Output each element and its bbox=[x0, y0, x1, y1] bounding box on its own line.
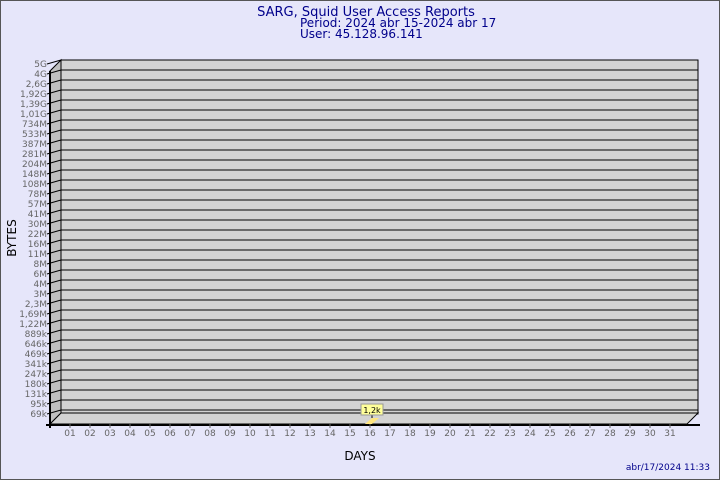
y-tick-label: 41M bbox=[28, 210, 47, 220]
y-tick-label: 533M bbox=[22, 130, 47, 140]
y-tick-label: 30M bbox=[28, 220, 47, 230]
x-tick-label: 28 bbox=[604, 429, 616, 439]
x-tick-label: 29 bbox=[624, 429, 636, 439]
x-tick-label: 19 bbox=[424, 429, 436, 439]
y-tick-label: 148M bbox=[22, 170, 47, 180]
y-tick-label: 5G bbox=[34, 60, 47, 70]
data-label-box bbox=[360, 403, 384, 416]
y-tick-label: 131k bbox=[25, 390, 48, 400]
bar-day-16 bbox=[365, 418, 379, 424]
chart-user: User: 45.128.96.141 bbox=[300, 27, 423, 41]
y-tick-label: 95k bbox=[30, 400, 47, 410]
y-tick-label: 3M bbox=[34, 290, 48, 300]
y-tick-label: 4M bbox=[34, 280, 48, 290]
x-tick-label: 06 bbox=[164, 429, 176, 439]
x-tick-label: 08 bbox=[204, 429, 216, 439]
y-tick-label: 469k bbox=[25, 350, 48, 360]
x-tick-label: 14 bbox=[324, 429, 336, 439]
x-tick-label: 30 bbox=[644, 429, 656, 439]
chart-period: Period: 2024 abr 15-2024 abr 17 bbox=[300, 16, 496, 30]
chart-title: SARG, Squid User Access Reports bbox=[257, 5, 475, 20]
x-tick-label: 07 bbox=[184, 429, 195, 439]
x-tick-label: 01 bbox=[64, 429, 75, 439]
y-tick bbox=[46, 59, 62, 65]
y-tick-label: 78M bbox=[28, 190, 47, 200]
x-tick-label: 11 bbox=[264, 429, 275, 439]
x-tick-label: 20 bbox=[444, 429, 456, 439]
x-tick-label: 05 bbox=[144, 429, 155, 439]
x-tick-label: 18 bbox=[404, 429, 416, 439]
y-tick-label: 1,01G bbox=[20, 110, 47, 120]
x-tick-label: 25 bbox=[544, 429, 555, 439]
y-tick-label: 16M bbox=[28, 240, 47, 250]
y-tick-label: 69k bbox=[30, 410, 47, 420]
x-tick-label: 12 bbox=[284, 429, 295, 439]
y-tick-label: 247k bbox=[25, 370, 48, 380]
y-tick-label: 889k bbox=[25, 330, 48, 340]
x-tick-label: 10 bbox=[244, 429, 256, 439]
x-axis-label: DAYS bbox=[344, 449, 375, 463]
y-tick-label: 1,39G bbox=[20, 100, 47, 110]
x-tick-label: 23 bbox=[504, 429, 515, 439]
x-tick-label: 15 bbox=[344, 429, 355, 439]
data-label: 1,2k bbox=[363, 406, 381, 415]
y-tick-label: 281M bbox=[22, 150, 47, 160]
y-tick-label: 341k bbox=[25, 360, 48, 370]
y-tick-label: 1,92G bbox=[20, 90, 47, 100]
y-tick-label: 1,22M bbox=[19, 320, 47, 330]
footer-timestamp: abr/17/2024 11:33 bbox=[626, 463, 710, 473]
x-tick-label: 13 bbox=[304, 429, 315, 439]
y-tick-label: 4G bbox=[34, 70, 47, 80]
y-tick-label: 22M bbox=[28, 230, 47, 240]
y-tick-label: 204M bbox=[22, 160, 47, 170]
y-tick-label: 108M bbox=[22, 180, 47, 190]
y-tick-label: 646k bbox=[25, 340, 48, 350]
y-tick-label: 8M bbox=[34, 260, 48, 270]
y-tick-label: 387M bbox=[22, 140, 47, 150]
x-tick-label: 04 bbox=[124, 429, 136, 439]
y-tick-label: 6M bbox=[34, 270, 48, 280]
y-tick-label: 11M bbox=[28, 250, 47, 260]
x-tick-label: 21 bbox=[464, 429, 475, 439]
x-tick-label: 31 bbox=[664, 429, 675, 439]
y-tick-label: 2,3M bbox=[25, 300, 47, 310]
x-tick-label: 16 bbox=[364, 429, 376, 439]
x-tick-label: 26 bbox=[564, 429, 576, 439]
x-tick-label: 24 bbox=[524, 429, 536, 439]
y-tick-label: 734M bbox=[22, 120, 47, 130]
x-tick-label: 17 bbox=[384, 429, 395, 439]
x-tick-label: 22 bbox=[484, 429, 495, 439]
x-tick-label: 03 bbox=[104, 429, 115, 439]
y-tick-label: 1,69M bbox=[19, 310, 47, 320]
y-tick-label: 57M bbox=[28, 200, 47, 210]
y-axis-label: BYTES bbox=[5, 219, 19, 256]
x-tick-label: 27 bbox=[584, 429, 595, 439]
x-tick-label: 02 bbox=[84, 429, 95, 439]
plot-back-wall bbox=[60, 59, 699, 415]
y-tick-label: 2,6G bbox=[26, 80, 47, 90]
y-tick-label: 180k bbox=[25, 380, 48, 390]
x-tick-label: 09 bbox=[224, 429, 236, 439]
